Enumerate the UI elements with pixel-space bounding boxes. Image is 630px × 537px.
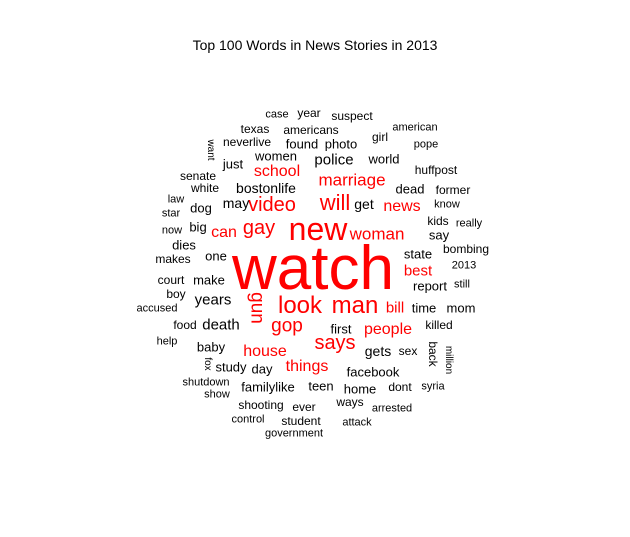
word-case: case xyxy=(265,108,289,121)
word-dog: dog xyxy=(190,200,212,216)
word-gets: gets xyxy=(364,343,392,359)
word-best: best xyxy=(403,262,433,280)
word-first: first xyxy=(330,321,352,337)
word-new: new xyxy=(288,211,348,247)
word-shooting: shooting xyxy=(238,398,284,412)
word-dies: dies xyxy=(172,237,196,253)
word-found: found xyxy=(285,136,319,152)
word-man: man xyxy=(331,292,379,319)
word-attack: attack xyxy=(342,416,372,429)
word-gop: gop xyxy=(271,315,303,337)
word-death: death xyxy=(202,316,240,334)
word-killed: killed xyxy=(425,318,453,332)
word-house: house xyxy=(243,343,287,360)
word-state: state xyxy=(403,246,433,262)
word-neverlive: neverlive xyxy=(222,135,272,149)
word-star: star xyxy=(161,207,181,220)
word-white: white xyxy=(190,181,220,195)
word-accused: accused xyxy=(136,302,178,315)
word-million: million xyxy=(443,345,454,375)
word-day: day xyxy=(251,361,273,377)
word-arrested: arrested xyxy=(371,402,413,415)
word-kids: kids xyxy=(427,214,449,228)
word-look: look xyxy=(277,292,323,319)
word-years: years xyxy=(194,291,232,309)
word-facebook: facebook xyxy=(346,364,400,380)
word-makes: makes xyxy=(155,252,191,266)
word-boy: boy xyxy=(166,287,186,301)
word-student: student xyxy=(281,414,321,428)
word-texas: texas xyxy=(240,122,270,136)
word-syria: syria xyxy=(421,380,445,393)
word-police: police xyxy=(314,151,354,169)
word-former: former xyxy=(435,183,471,197)
word-report: report xyxy=(413,278,447,294)
word-know: know xyxy=(434,198,460,211)
word-food: food xyxy=(173,318,197,332)
word-make: make xyxy=(193,272,225,288)
word-home: home xyxy=(343,381,377,397)
word-gun: gun xyxy=(246,292,268,324)
word-help: help xyxy=(156,335,178,348)
word-dead: dead xyxy=(395,181,425,197)
word-suspect: suspect xyxy=(331,109,373,123)
word-really: really xyxy=(455,217,483,230)
word-baby: baby xyxy=(196,339,226,355)
word-school: school xyxy=(253,163,301,180)
word-year: year xyxy=(297,106,321,120)
word-still: still xyxy=(454,278,470,291)
word-video: video xyxy=(248,194,296,216)
word-world: world xyxy=(368,151,400,167)
word-mom: mom xyxy=(446,300,476,316)
word-bombing: bombing xyxy=(442,242,490,256)
word-back: back xyxy=(426,341,440,367)
word-can: can xyxy=(211,224,237,241)
word-ways: ways xyxy=(336,395,364,409)
chart-title: Top 100 Words in News Stories in 2013 xyxy=(192,37,438,53)
word-senate: senate xyxy=(179,169,217,183)
word-says: says xyxy=(314,332,356,354)
word-familylike: familylike xyxy=(241,379,295,395)
word-ever: ever xyxy=(292,400,316,414)
word-huffpost: huffpost xyxy=(414,163,458,177)
word-women: women xyxy=(255,148,297,164)
word-news: news xyxy=(383,198,421,215)
word-dont: dont xyxy=(388,380,412,394)
word-gay: gay xyxy=(242,217,276,239)
word-bill: bill xyxy=(385,299,405,317)
word-marriage: marriage xyxy=(318,170,386,190)
word-american: american xyxy=(392,121,438,134)
word-big: big xyxy=(189,219,207,235)
word-pope: pope xyxy=(413,138,439,151)
word-control: control xyxy=(231,413,265,426)
word-photo: photo xyxy=(324,136,358,152)
word-2013: 2013 xyxy=(451,259,477,272)
word-americans: americans xyxy=(283,123,339,137)
word-study: study xyxy=(215,359,247,375)
word-woman: woman xyxy=(349,224,405,244)
word-shutdown: shutdown xyxy=(182,376,230,389)
word-things: things xyxy=(285,358,329,375)
word-court: court xyxy=(157,273,185,287)
word-law: law xyxy=(167,193,185,206)
word-fox: fox xyxy=(202,357,213,371)
word-now: now xyxy=(161,224,183,237)
word-time: time xyxy=(411,300,437,316)
word-watch: watch xyxy=(232,234,394,303)
word-teen: teen xyxy=(308,378,334,394)
word-government: government xyxy=(264,427,324,440)
word-people: people xyxy=(363,321,413,338)
word-show: show xyxy=(204,388,230,401)
word-will: will xyxy=(319,190,351,215)
word-sex: sex xyxy=(398,344,418,358)
word-girl: girl xyxy=(371,130,389,144)
word-say: say xyxy=(428,227,450,243)
word-just: just xyxy=(222,156,244,172)
word-bostonlife: bostonlife xyxy=(236,180,296,196)
word-may: may xyxy=(222,195,250,211)
word-one: one xyxy=(205,248,227,264)
word-want: want xyxy=(205,139,216,161)
word-get: get xyxy=(354,196,374,212)
